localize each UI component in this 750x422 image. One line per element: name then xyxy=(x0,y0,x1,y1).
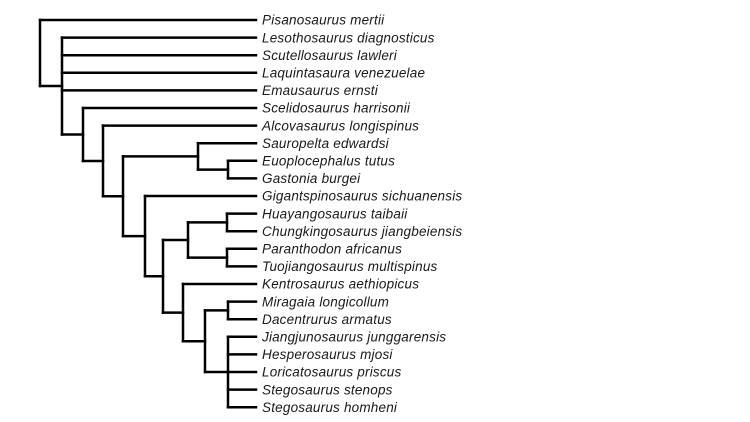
taxon-label: Tuojiangosaurus multispinus xyxy=(262,259,438,274)
taxon-label: Paranthodon africanus xyxy=(262,242,402,257)
taxon-label: Stegosaurus homheni xyxy=(262,400,398,415)
taxon-label: Laquintasaura venezuelae xyxy=(262,66,425,81)
taxon-label: Stegosaurus stenops xyxy=(262,382,393,397)
taxon-label: Emausaurus ernsti xyxy=(262,83,379,98)
taxon-label: Kentrosaurus aethiopicus xyxy=(262,277,419,292)
taxon-label: Euoplocephalus tutus xyxy=(262,154,395,169)
taxon-label: Miragaia longicollum xyxy=(262,294,389,309)
taxon-label: Huayangosaurus taibaii xyxy=(262,206,408,221)
taxon-label: Scelidosaurus harrisonii xyxy=(262,101,411,116)
taxon-label: Hesperosaurus mjosi xyxy=(262,347,393,362)
taxon-label: Jiangjunosaurus junggarensis xyxy=(261,330,446,345)
taxon-label: Gigantspinosaurus sichuanensis xyxy=(262,189,462,204)
taxon-label: Lesothosaurus diagnosticus xyxy=(262,30,435,45)
taxon-label: Chungkingosaurus jiangbeiensis xyxy=(262,224,462,239)
taxon-label: Gastonia burgei xyxy=(262,171,361,186)
taxon-label: Loricatosaurus priscus xyxy=(262,365,402,380)
taxon-label: Scutellosaurus lawleri xyxy=(262,48,398,63)
taxon-label: Dacentrurus armatus xyxy=(262,312,392,327)
taxon-label: Alcovasaurus longispinus xyxy=(261,118,419,133)
taxon-label: Pisanosaurus mertii xyxy=(262,13,385,28)
taxon-label: Sauropelta edwardsi xyxy=(262,136,390,151)
